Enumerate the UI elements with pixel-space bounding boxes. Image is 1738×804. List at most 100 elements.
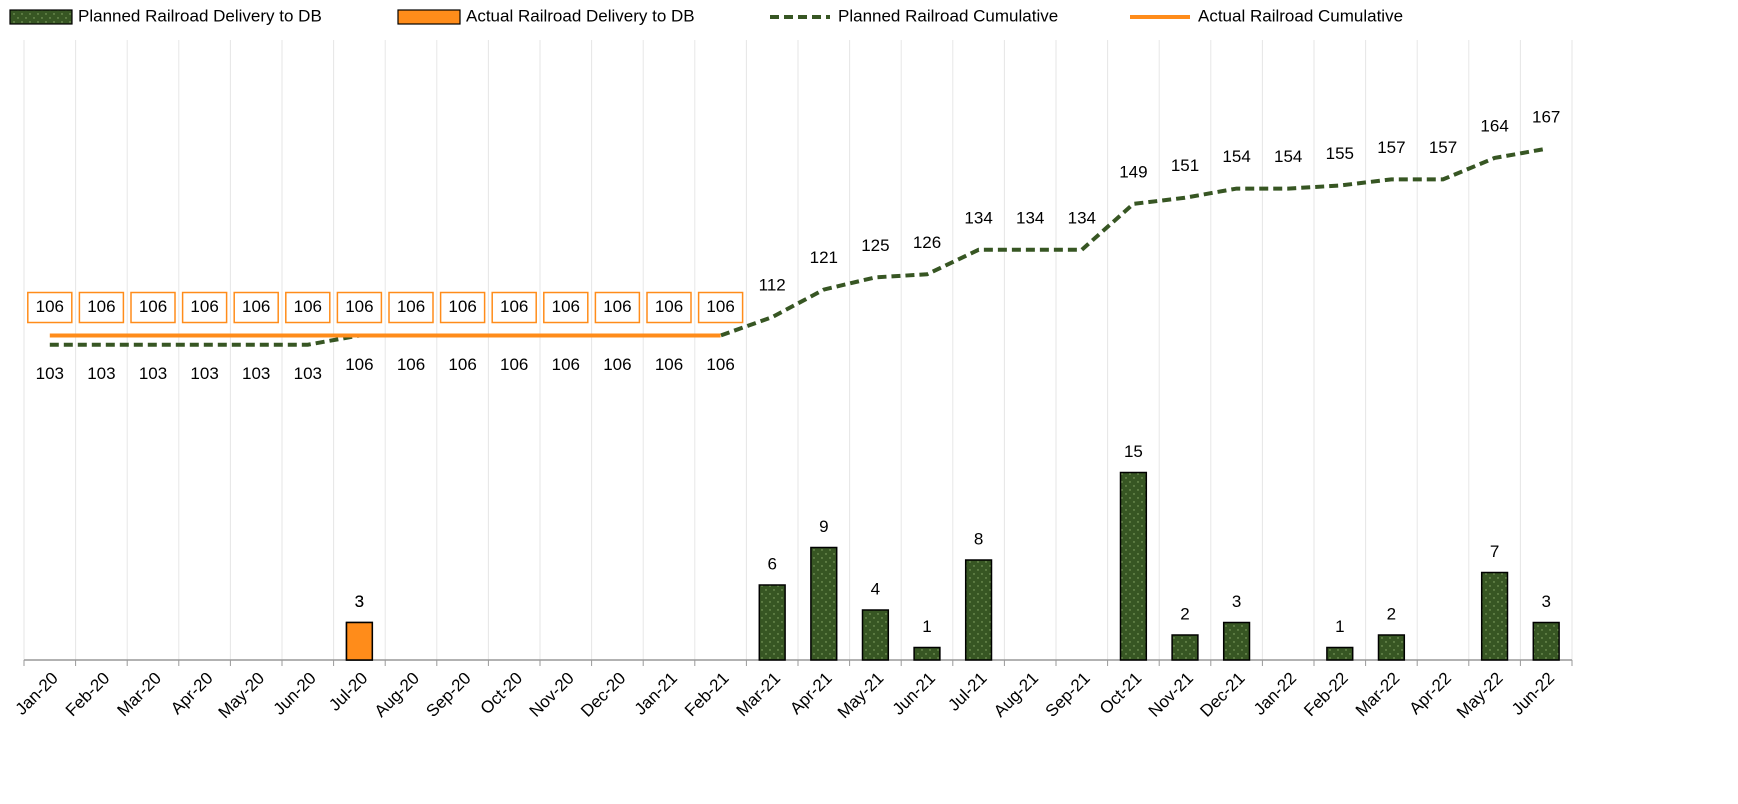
x-tick-label: Nov-20 bbox=[526, 669, 578, 721]
data-label: 157 bbox=[1429, 138, 1457, 157]
data-label: 2 bbox=[1180, 604, 1189, 623]
data-label-box bbox=[594, 291, 641, 324]
x-tick-label: Sep-21 bbox=[1042, 669, 1094, 721]
x-tick-label: Dec-21 bbox=[1196, 669, 1248, 721]
data-label: 103 bbox=[190, 364, 218, 383]
x-tick-label: Aug-20 bbox=[371, 669, 423, 721]
data-label-box bbox=[181, 291, 228, 324]
bar bbox=[810, 546, 838, 661]
data-label: 157 bbox=[1377, 138, 1405, 157]
bar bbox=[861, 609, 890, 661]
data-label-box bbox=[78, 291, 125, 324]
x-tick-label: Mar-21 bbox=[733, 669, 785, 721]
x-tick-label: Nov-21 bbox=[1145, 669, 1197, 721]
x-tick-label: Mar-20 bbox=[113, 669, 165, 721]
data-label: 106 bbox=[294, 297, 322, 316]
data-label: 134 bbox=[1068, 208, 1096, 227]
data-label: 106 bbox=[655, 355, 683, 374]
data-label: 106 bbox=[242, 297, 270, 316]
data-label: 103 bbox=[294, 364, 322, 383]
data-label: 106 bbox=[603, 297, 631, 316]
x-tick-label: Apr-21 bbox=[786, 669, 836, 719]
data-label: 106 bbox=[706, 297, 734, 316]
x-tick-label: Jun-22 bbox=[1508, 669, 1558, 719]
data-label: 8 bbox=[974, 529, 983, 548]
data-label: 6 bbox=[767, 554, 776, 573]
data-label-box bbox=[491, 291, 537, 324]
data-label: 134 bbox=[964, 208, 992, 227]
bar bbox=[1532, 621, 1560, 661]
legend-swatch bbox=[397, 9, 461, 25]
data-label: 151 bbox=[1171, 156, 1199, 175]
bar bbox=[1377, 634, 1406, 661]
x-tick-label: Mar-22 bbox=[1352, 669, 1404, 721]
x-tick-label: Apr-22 bbox=[1405, 669, 1455, 719]
bar bbox=[345, 621, 374, 661]
x-tick-label: May-20 bbox=[215, 669, 269, 723]
data-label-box bbox=[543, 291, 589, 324]
legend-label: Planned Railroad Cumulative bbox=[838, 6, 1058, 25]
data-label: 9 bbox=[819, 517, 828, 536]
data-label: 15 bbox=[1124, 442, 1143, 461]
bar bbox=[758, 584, 786, 661]
x-tick-label: Jun-21 bbox=[889, 669, 939, 719]
x-tick-label: Oct-20 bbox=[477, 669, 527, 719]
data-label: 103 bbox=[36, 364, 64, 383]
data-label: 3 bbox=[355, 592, 364, 611]
data-label: 106 bbox=[345, 355, 373, 374]
x-tick-label: Aug-21 bbox=[990, 669, 1042, 721]
data-label: 3 bbox=[1541, 592, 1550, 611]
data-label: 106 bbox=[655, 297, 683, 316]
data-label: 2 bbox=[1387, 604, 1396, 623]
data-label: 106 bbox=[345, 297, 373, 316]
x-tick-label: Sep-20 bbox=[422, 669, 474, 721]
data-label: 106 bbox=[552, 297, 580, 316]
x-tick-label: Jul-21 bbox=[944, 669, 990, 715]
data-label: 106 bbox=[139, 297, 167, 316]
x-tick-label: Jul-20 bbox=[325, 669, 371, 715]
data-label: 106 bbox=[190, 297, 218, 316]
x-tick-label: May-21 bbox=[834, 669, 888, 723]
x-tick-label: Feb-22 bbox=[1300, 669, 1352, 721]
data-label: 112 bbox=[759, 276, 786, 295]
bar bbox=[1222, 621, 1251, 661]
bar bbox=[1119, 471, 1148, 661]
x-tick-label: Oct-21 bbox=[1096, 669, 1146, 719]
data-label: 149 bbox=[1119, 162, 1147, 181]
x-tick-label: Jan-22 bbox=[1250, 669, 1300, 719]
data-label-box bbox=[388, 291, 434, 324]
data-label: 106 bbox=[552, 355, 580, 374]
data-label: 167 bbox=[1532, 107, 1560, 126]
data-label: 106 bbox=[36, 297, 64, 316]
data-label: 106 bbox=[448, 355, 476, 374]
x-tick-label: Jan-21 bbox=[631, 669, 681, 719]
data-label: 154 bbox=[1274, 147, 1302, 166]
x-tick-label: Apr-20 bbox=[167, 669, 217, 719]
data-label: 1 bbox=[1335, 617, 1344, 636]
data-label: 106 bbox=[448, 297, 476, 316]
x-tick-label: Feb-21 bbox=[681, 669, 733, 721]
data-label: 106 bbox=[397, 297, 425, 316]
data-label: 134 bbox=[1016, 208, 1044, 227]
data-label: 154 bbox=[1222, 147, 1250, 166]
data-label-box bbox=[697, 291, 744, 324]
bar bbox=[913, 646, 941, 661]
data-label: 103 bbox=[139, 364, 167, 383]
data-label: 155 bbox=[1326, 144, 1354, 163]
x-tick-label: Jan-20 bbox=[12, 669, 62, 719]
x-tick-label: Jun-20 bbox=[270, 669, 320, 719]
bar bbox=[964, 559, 993, 661]
x-tick-label: Feb-20 bbox=[62, 669, 114, 721]
data-label: 106 bbox=[500, 297, 528, 316]
data-label-box bbox=[233, 291, 279, 324]
data-label-box bbox=[646, 291, 692, 324]
data-label: 1 bbox=[922, 617, 931, 636]
data-label: 106 bbox=[603, 355, 631, 374]
data-label: 121 bbox=[810, 248, 838, 267]
data-label: 106 bbox=[706, 355, 734, 374]
bar bbox=[1171, 634, 1199, 661]
legend-label: Actual Railroad Delivery to DB bbox=[466, 6, 695, 25]
data-label-box bbox=[27, 291, 73, 324]
legend-label: Actual Railroad Cumulative bbox=[1198, 6, 1403, 25]
